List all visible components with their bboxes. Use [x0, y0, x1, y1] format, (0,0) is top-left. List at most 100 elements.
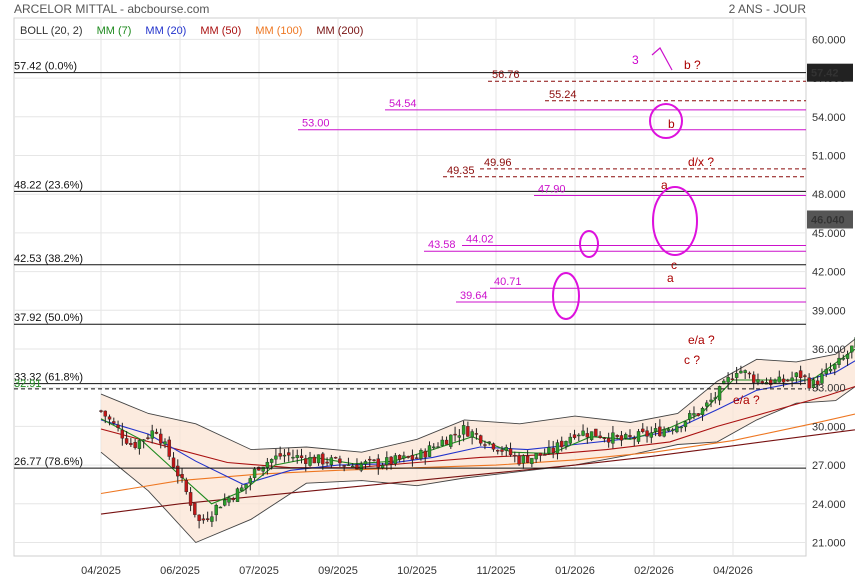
candle-body: [653, 428, 658, 432]
candle-body: [449, 434, 453, 447]
candle-body: [419, 450, 423, 459]
candle-body: [287, 452, 291, 456]
candle-body: [282, 454, 287, 457]
candle-body: [342, 465, 346, 467]
candle-body: [124, 438, 129, 444]
magenta-level-label: 53.00: [302, 118, 330, 130]
candle-body: [129, 443, 133, 445]
axes: 21.000 24.000 27.000 30.000 33.000 36.000 39.0…: [81, 34, 853, 577]
candle-body: [227, 497, 231, 503]
candle-body: [338, 458, 342, 464]
mm100-line: [100, 413, 855, 495]
candle-body: [491, 443, 496, 450]
fib-level-label: 48.22 (23.6%): [14, 179, 83, 191]
dashed-level-label: 55.24: [549, 89, 577, 101]
candle-body: [368, 458, 372, 461]
candle-body: [414, 457, 419, 459]
candle-body: [444, 439, 449, 445]
candle-body: [184, 479, 189, 493]
price-tag-label: 57.42: [811, 68, 839, 80]
y-tick-label: 48.000: [812, 189, 846, 201]
y-tick-label: 21.000: [812, 538, 846, 550]
candle-body: [150, 430, 154, 439]
candle-body: [705, 402, 709, 407]
fib-level-label: 37.92 (50.0%): [14, 312, 83, 324]
candle-body: [240, 487, 244, 491]
candle-body: [713, 397, 718, 399]
candle-body: [542, 454, 547, 456]
candle-body: [517, 455, 521, 465]
candle-body: [406, 456, 410, 458]
candle-body: [188, 492, 193, 506]
candle-body: [777, 376, 781, 383]
candle-body: [163, 441, 167, 445]
candle-body: [376, 458, 380, 468]
candle-body: [316, 454, 321, 464]
candle-body: [803, 375, 807, 378]
candle-body: [461, 425, 466, 435]
candle-body: [474, 433, 479, 435]
candle-body: [683, 421, 688, 428]
wave-annotation: e/a ?: [688, 333, 715, 347]
candle-body: [167, 439, 171, 457]
candle-body: [470, 431, 474, 438]
candle-body: [837, 357, 841, 365]
highlight-ellipse: [579, 230, 599, 258]
candle-body: [820, 373, 824, 384]
candle-body: [252, 468, 257, 478]
candle-body: [560, 440, 564, 448]
candle-body: [350, 465, 355, 468]
candle-body: [606, 438, 611, 443]
x-tick-label: 11/2025: [477, 565, 516, 577]
wave-annotation: b ?: [684, 58, 701, 72]
candle-body: [611, 432, 615, 444]
candle-body: [747, 372, 752, 375]
fib-level-label: 57.42 (0.0%): [14, 61, 77, 73]
candle-body: [670, 429, 675, 432]
candle-body: [274, 455, 278, 460]
x-tick-label: 04/2025: [81, 565, 121, 577]
candle-body: [295, 455, 299, 458]
wave-annotation: a: [661, 178, 668, 192]
candle-body: [636, 431, 641, 442]
candle-body: [521, 455, 526, 464]
bollinger-lower-line: [100, 386, 855, 544]
y-tick-label: 36.000: [812, 344, 846, 356]
candle-body: [530, 457, 534, 464]
candle-body: [525, 455, 530, 463]
magenta-level-label: 47.90: [538, 183, 566, 195]
candle-body: [628, 435, 632, 437]
extra-level-label: 32.91: [14, 378, 42, 390]
candle-body: [679, 426, 683, 429]
magenta-level-label: 40.71: [494, 276, 522, 288]
candle-body: [244, 484, 248, 489]
candle-body: [730, 378, 735, 380]
y-tick-label: 45.000: [812, 228, 846, 240]
candle-body: [180, 474, 184, 478]
candle-body: [223, 499, 227, 506]
candle-body: [265, 461, 270, 468]
candle-body: [547, 447, 551, 454]
price-levels: 57.42 (0.0%) 48.22 (23.6%) 42.53 (38.2%) 37…: [14, 61, 806, 469]
candle-body: [790, 377, 794, 382]
y-tick-label: 54.000: [812, 112, 846, 124]
candle-body: [739, 370, 743, 374]
legend-item: MM (50): [200, 25, 241, 37]
candle-body: [346, 464, 351, 466]
x-tick-label: 01/2026: [555, 565, 595, 577]
candle-body: [112, 421, 116, 424]
candle-body: [850, 345, 854, 353]
wave-annotation: b: [668, 117, 675, 131]
candle-body: [193, 502, 197, 515]
candle-body: [304, 458, 308, 464]
candle-body: [432, 446, 436, 449]
candle-body: [278, 453, 282, 457]
candle-body: [218, 506, 223, 509]
candle-body: [321, 453, 325, 465]
candle-body: [210, 516, 214, 522]
x-tick-label: 10/2025: [397, 565, 437, 577]
candle-body: [568, 436, 572, 444]
y-tick-label: 39.000: [812, 305, 846, 317]
candle-body: [483, 444, 487, 446]
